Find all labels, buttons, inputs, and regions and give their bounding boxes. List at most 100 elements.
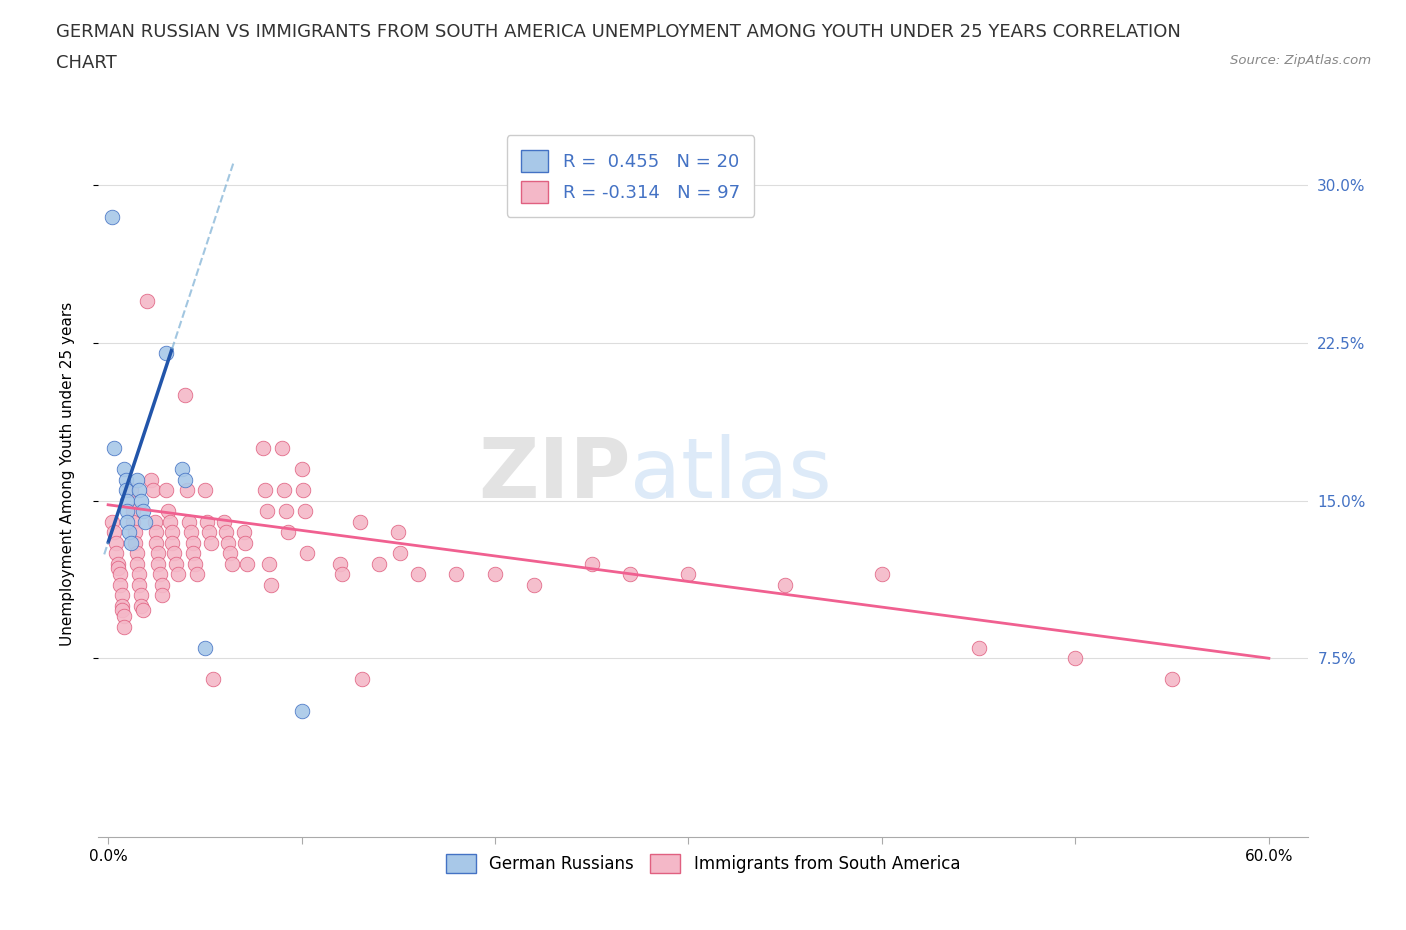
Point [139, 472, 162, 487]
Point [221, 556, 243, 571]
Point [111, 598, 134, 613]
Point [112, 609, 135, 624]
Point [165, 556, 187, 571]
Point [194, 641, 217, 656]
Point [118, 525, 141, 539]
Point [523, 578, 546, 592]
Point [170, 461, 193, 476]
Point [389, 546, 412, 561]
Point [127, 556, 149, 571]
Point [194, 483, 217, 498]
Point [128, 566, 150, 581]
Point [232, 525, 254, 539]
Point [446, 566, 468, 581]
Point [274, 504, 297, 519]
Point [129, 588, 152, 603]
Point [103, 525, 125, 539]
Point [155, 483, 177, 498]
Legend: German Russians, Immigrants from South America: German Russians, Immigrants from South A… [439, 847, 967, 880]
Point [155, 346, 177, 361]
Point [253, 483, 276, 498]
Point [128, 483, 150, 498]
Point [117, 504, 139, 519]
Point [235, 535, 257, 550]
Text: atlas: atlas [630, 433, 832, 515]
Point [159, 514, 181, 529]
Point [150, 588, 173, 603]
Point [271, 441, 294, 456]
Point [148, 556, 170, 571]
Point [122, 514, 145, 529]
Point [127, 472, 149, 487]
Point [215, 525, 238, 539]
Text: ZIP: ZIP [478, 433, 630, 515]
Point [148, 546, 170, 561]
Point [368, 556, 391, 571]
Point [870, 566, 893, 581]
Point [129, 598, 152, 613]
Point [174, 388, 197, 403]
Point [252, 441, 274, 456]
Point [257, 556, 280, 571]
Point [290, 703, 312, 718]
Point [114, 483, 136, 498]
Point [107, 556, 129, 571]
Point [129, 493, 152, 508]
Y-axis label: Unemployment Among Youth under 25 years: Unemployment Among Youth under 25 years [60, 302, 75, 646]
Point [174, 472, 197, 487]
Point [277, 525, 299, 539]
Point [112, 461, 135, 476]
Point [219, 546, 242, 561]
Point [406, 566, 429, 581]
Point [160, 535, 183, 550]
Point [124, 525, 146, 539]
Point [297, 546, 319, 561]
Point [329, 556, 352, 571]
Point [184, 556, 207, 571]
Point [678, 566, 700, 581]
Point [108, 566, 131, 581]
Point [1161, 671, 1184, 686]
Point [195, 514, 218, 529]
Point [200, 535, 222, 550]
Point [145, 535, 167, 550]
Point [387, 525, 409, 539]
Point [619, 566, 641, 581]
Text: GERMAN RUSSIAN VS IMMIGRANTS FROM SOUTH AMERICA UNEMPLOYMENT AMONG YOUTH UNDER 2: GERMAN RUSSIAN VS IMMIGRANTS FROM SOUTH … [56, 23, 1181, 41]
Point [581, 556, 603, 571]
Point [157, 504, 180, 519]
Point [135, 293, 157, 308]
Point [160, 525, 183, 539]
Point [111, 603, 134, 618]
Point [142, 483, 165, 498]
Point [103, 441, 125, 456]
Point [180, 525, 202, 539]
Point [967, 641, 990, 656]
Point [186, 566, 208, 581]
Point [349, 514, 371, 529]
Point [197, 525, 219, 539]
Point [236, 556, 259, 571]
Point [132, 504, 155, 519]
Point [134, 514, 156, 529]
Point [120, 483, 142, 498]
Point [117, 493, 139, 508]
Point [259, 578, 281, 592]
Point [122, 504, 145, 519]
Point [163, 546, 186, 561]
Point [330, 566, 353, 581]
Point [1064, 651, 1087, 666]
Point [181, 535, 204, 550]
Point [166, 566, 188, 581]
Point [117, 514, 139, 529]
Point [132, 603, 155, 618]
Point [124, 535, 146, 550]
Point [150, 578, 173, 592]
Point [104, 546, 127, 561]
Point [104, 535, 127, 550]
Point [101, 209, 124, 224]
Point [201, 671, 224, 686]
Point [484, 566, 506, 581]
Point [256, 504, 278, 519]
Point [290, 461, 312, 476]
